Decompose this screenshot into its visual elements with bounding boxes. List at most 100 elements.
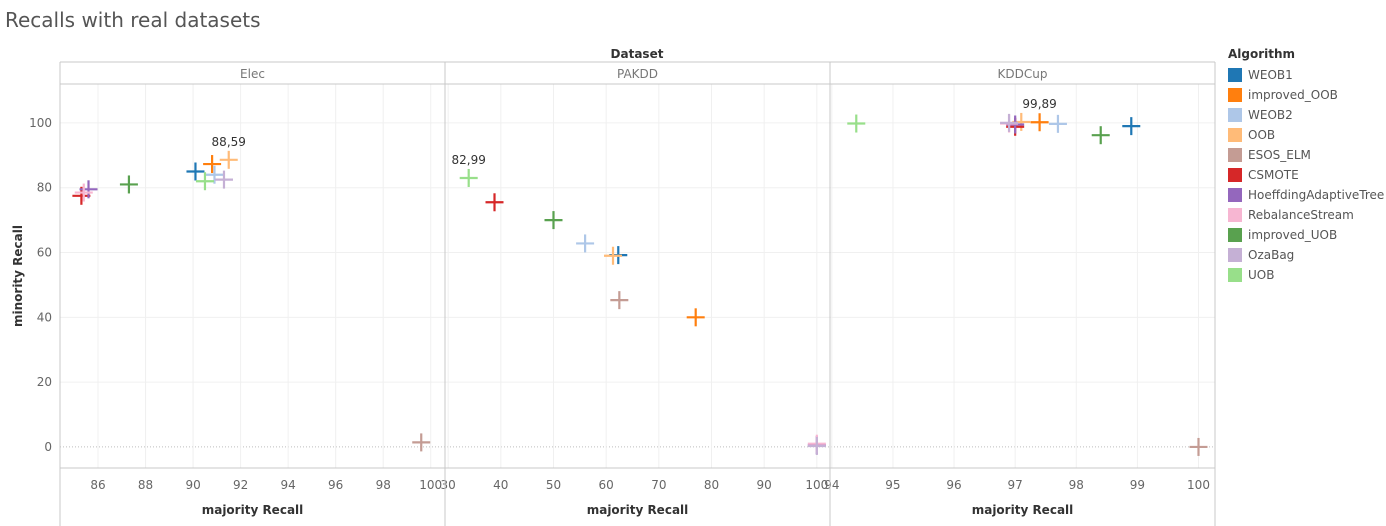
legend-item[interactable]: OOB [1228,125,1384,145]
data-point-uob-kddcup [847,114,866,133]
legend-label: improved_UOB [1248,228,1338,242]
legend-item[interactable]: WEOB2 [1228,105,1384,125]
data-point-weob1-kddcup [1122,117,1141,136]
facet-title: Dataset [611,47,664,61]
legend-swatch [1228,88,1242,102]
legend-items: WEOB1 improved_OOB WEOB2 OOB ESOS_ELM CSMOTE H… [1228,65,1384,285]
x-tick-label: 100 [419,478,442,492]
y-tick-label: 80 [37,181,52,195]
data-point-ozabag-elec [214,170,233,189]
data-point-uob-elec [195,172,214,191]
data-point-weob2-pakdd [576,234,595,253]
x-tick-label: 70 [651,478,666,492]
legend-item[interactable]: UOB [1228,265,1384,285]
facet-label-kddcup: KDDCup [998,67,1048,81]
legend-label: HoeffdingAdaptiveTree [1248,188,1385,202]
legend-title: Algorithm [1228,47,1296,61]
legend-swatch [1228,188,1242,202]
data-point-weob2-kddcup [1048,114,1067,133]
y-tick-label: 40 [37,310,52,324]
x-tick-label: 40 [493,478,508,492]
data-point-improved-uob-kddcup [1091,126,1110,145]
legend-swatch [1228,68,1242,82]
data-point-improved-oob-kddcup [1030,113,1049,132]
legend-swatch [1228,128,1242,142]
x-tick-label: 98 [376,478,391,492]
x-axis-label: majority Recall [202,503,304,517]
legend-item[interactable]: ESOS_ELM [1228,145,1384,165]
y-tick-label: 100 [29,116,52,130]
x-tick-label: 90 [185,478,200,492]
legend-swatch [1228,108,1242,122]
x-tick-label: 88 [138,478,153,492]
data-point-improved-oob-elec [203,155,222,174]
data-point-esos-elm-elec [412,433,431,452]
legend-swatch [1228,148,1242,162]
data-label: 82,99 [452,153,486,167]
legend-swatch [1228,268,1242,282]
data-point-uob-pakdd [459,168,478,187]
x-tick-label: 95 [885,478,900,492]
data-point-weob2-elec [205,165,224,184]
data-point-hoeffdingadaptivetree-elec [79,180,98,199]
legend-item[interactable]: improved_OOB [1228,85,1384,105]
legend-item[interactable]: CSMOTE [1228,165,1384,185]
data-point-rebalancestream-elec [74,183,93,202]
legend-label: CSMOTE [1248,168,1299,182]
legend-swatch [1228,208,1242,222]
legend-swatch [1228,168,1242,182]
data-label: 99,89 [1022,97,1056,111]
legend-item[interactable]: improved_UOB [1228,225,1384,245]
x-tick-label: 50 [546,478,561,492]
x-axis-label: majority Recall [587,503,689,517]
x-tick-label: 80 [704,478,719,492]
x-axis-label: majority Recall [972,503,1074,517]
data-point-oob-elec [219,150,238,169]
legend-item[interactable]: WEOB1 [1228,65,1384,85]
x-tick-label: 98 [1069,478,1084,492]
data-label: 88,59 [212,135,246,149]
x-tick-label: 96 [946,478,961,492]
x-tick-label: 96 [328,478,343,492]
legend-swatch [1228,248,1242,262]
legend-label: WEOB2 [1248,108,1293,122]
data-point-ozabag-pakdd [807,436,826,455]
x-tick-label: 100 [805,478,828,492]
x-tick-label: 99 [1130,478,1145,492]
legend-item[interactable]: HoeffdingAdaptiveTree [1228,185,1384,205]
y-tick-label: 60 [37,246,52,260]
data-point-improved-oob-pakdd [686,308,705,327]
scatter-chart: Dataset 0 20 40 60 80 100 minority Recall 86 88 90… [11,47,1216,526]
x-tick-label: 100 [1187,478,1210,492]
x-tick-label: 86 [90,478,105,492]
legend-label: RebalanceStream [1248,208,1354,222]
y-axis-label: minority Recall [11,225,25,327]
data-point-weob1-elec [186,162,205,181]
x-tick-label: 94 [281,478,296,492]
y-tick-label: 20 [37,375,52,389]
x-tick-label: 94 [824,478,839,492]
page-title: Recalls with real datasets [5,8,261,32]
x-tick-label: 97 [1008,478,1023,492]
y-tick-label: 0 [44,440,52,454]
legend-swatch [1228,228,1242,242]
legend-item[interactable]: OzaBag [1228,245,1384,265]
x-tick-label: 60 [599,478,614,492]
legend-label: improved_OOB [1248,88,1338,102]
data-point-ozabag-kddcup [1000,113,1019,132]
x-tick-label: 90 [757,478,772,492]
facet-label-pakdd: PAKDD [617,67,658,81]
legend-label: OzaBag [1248,248,1295,262]
legend-label: ESOS_ELM [1248,148,1311,162]
data-point-csmote-pakdd [485,193,504,212]
data-point-improved-uob-pakdd [544,211,563,230]
data-point-improved-uob-elec [119,175,138,194]
legend-label: WEOB1 [1248,68,1293,82]
legend-label: UOB [1248,268,1275,282]
x-tick-label: 92 [233,478,248,492]
legend-item[interactable]: RebalanceStream [1228,205,1384,225]
data-point-esos-elm-pakdd [610,291,629,310]
facet-label-elec: Elec [240,67,265,81]
legend: Algorithm WEOB1 improved_OOB WEOB2 OOB ESOS_… [1228,47,1384,285]
data-point-esos-elm-kddcup [1189,437,1208,456]
